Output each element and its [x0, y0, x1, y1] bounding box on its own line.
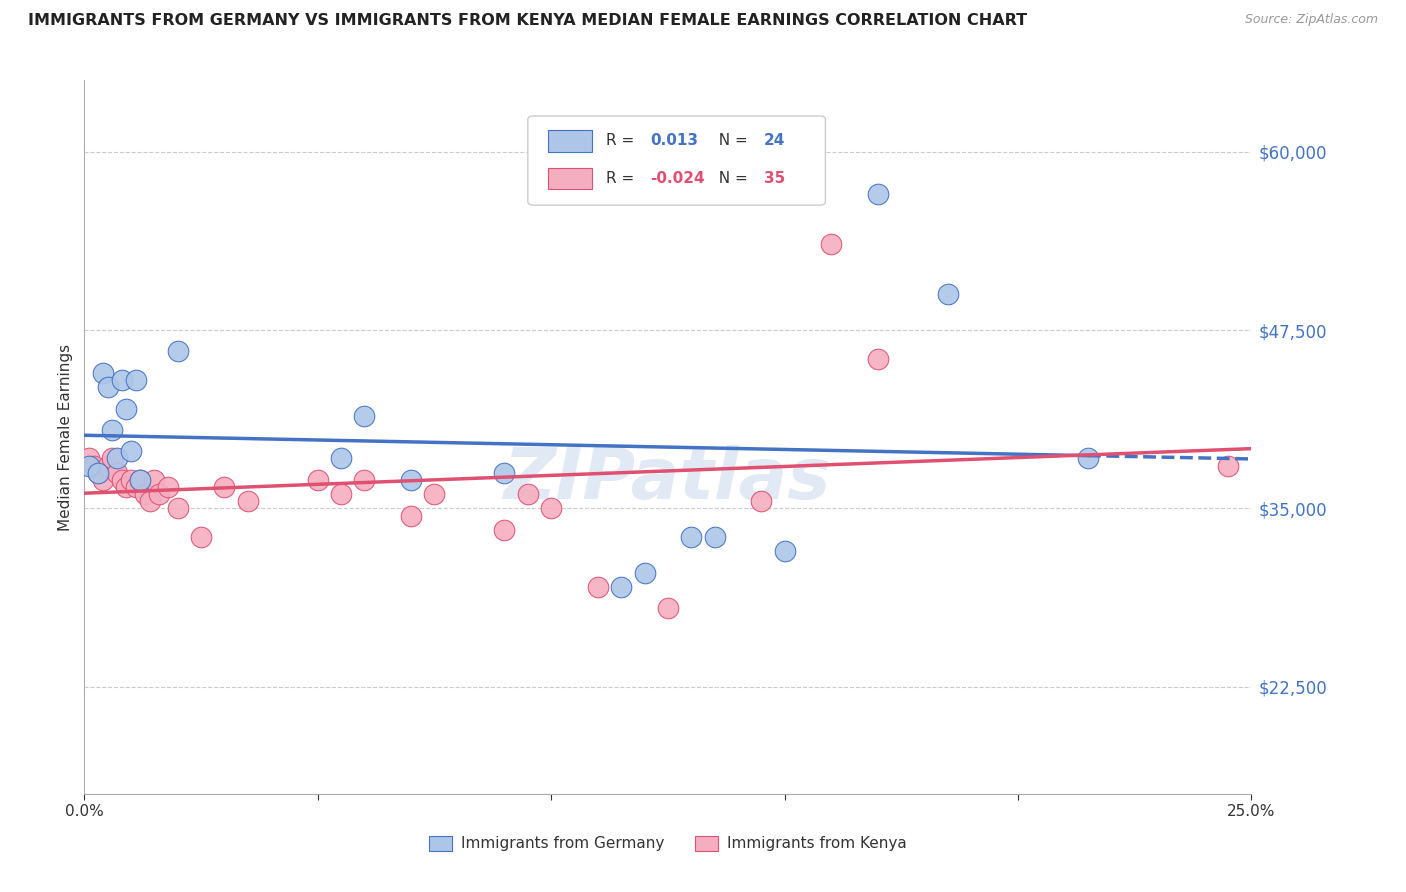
- Point: [157, 480, 180, 494]
- Text: 24: 24: [763, 134, 785, 148]
- Point: [129, 473, 152, 487]
- Point: [111, 373, 134, 387]
- Point: [83, 458, 105, 473]
- Point: [586, 580, 609, 594]
- Text: Source: ZipAtlas.com: Source: ZipAtlas.com: [1244, 13, 1378, 27]
- Point: [97, 458, 120, 473]
- Point: [494, 466, 516, 480]
- Point: [91, 366, 114, 380]
- Legend: Immigrants from Germany, Immigrants from Kenya: Immigrants from Germany, Immigrants from…: [423, 830, 912, 857]
- Text: R =: R =: [606, 171, 640, 186]
- Text: N =: N =: [709, 171, 752, 186]
- Point: [129, 473, 152, 487]
- Point: [190, 530, 212, 544]
- Point: [236, 494, 259, 508]
- Point: [125, 373, 148, 387]
- Point: [1216, 458, 1239, 473]
- Point: [820, 237, 842, 252]
- Point: [633, 566, 655, 580]
- Point: [97, 380, 120, 394]
- Bar: [548, 168, 592, 189]
- Point: [307, 473, 329, 487]
- Point: [105, 451, 128, 466]
- Text: 35: 35: [763, 171, 785, 186]
- Point: [105, 466, 128, 480]
- Bar: [548, 130, 592, 152]
- Point: [353, 409, 375, 423]
- Point: [749, 494, 772, 508]
- Point: [330, 487, 353, 501]
- Point: [494, 523, 516, 537]
- Text: 0.013: 0.013: [651, 134, 699, 148]
- Point: [101, 423, 124, 437]
- Point: [115, 480, 138, 494]
- Point: [540, 501, 562, 516]
- Point: [77, 451, 100, 466]
- Point: [657, 601, 679, 615]
- Point: [399, 508, 422, 523]
- Point: [166, 344, 188, 359]
- Text: ZIPatlas: ZIPatlas: [505, 445, 831, 515]
- Point: [516, 487, 538, 501]
- Point: [143, 473, 166, 487]
- Point: [87, 466, 110, 480]
- Point: [936, 287, 959, 301]
- Point: [214, 480, 236, 494]
- Point: [87, 466, 110, 480]
- Point: [610, 580, 633, 594]
- Point: [91, 473, 114, 487]
- Text: IMMIGRANTS FROM GERMANY VS IMMIGRANTS FROM KENYA MEDIAN FEMALE EARNINGS CORRELAT: IMMIGRANTS FROM GERMANY VS IMMIGRANTS FR…: [28, 13, 1028, 29]
- Point: [120, 444, 142, 458]
- Point: [166, 501, 188, 516]
- Point: [1077, 451, 1099, 466]
- Point: [399, 473, 422, 487]
- FancyBboxPatch shape: [527, 116, 825, 205]
- Point: [703, 530, 725, 544]
- Point: [77, 458, 100, 473]
- Text: R =: R =: [606, 134, 640, 148]
- Text: -0.024: -0.024: [651, 171, 704, 186]
- Point: [138, 494, 160, 508]
- Point: [773, 544, 796, 558]
- Point: [148, 487, 170, 501]
- Point: [101, 451, 124, 466]
- Point: [120, 473, 142, 487]
- Point: [115, 401, 138, 416]
- Point: [330, 451, 353, 466]
- Point: [681, 530, 703, 544]
- Point: [111, 473, 134, 487]
- Point: [134, 487, 156, 501]
- Point: [353, 473, 375, 487]
- Point: [866, 351, 889, 366]
- Point: [866, 187, 889, 202]
- Point: [125, 480, 148, 494]
- Y-axis label: Median Female Earnings: Median Female Earnings: [58, 343, 73, 531]
- Point: [423, 487, 446, 501]
- Text: N =: N =: [709, 134, 752, 148]
